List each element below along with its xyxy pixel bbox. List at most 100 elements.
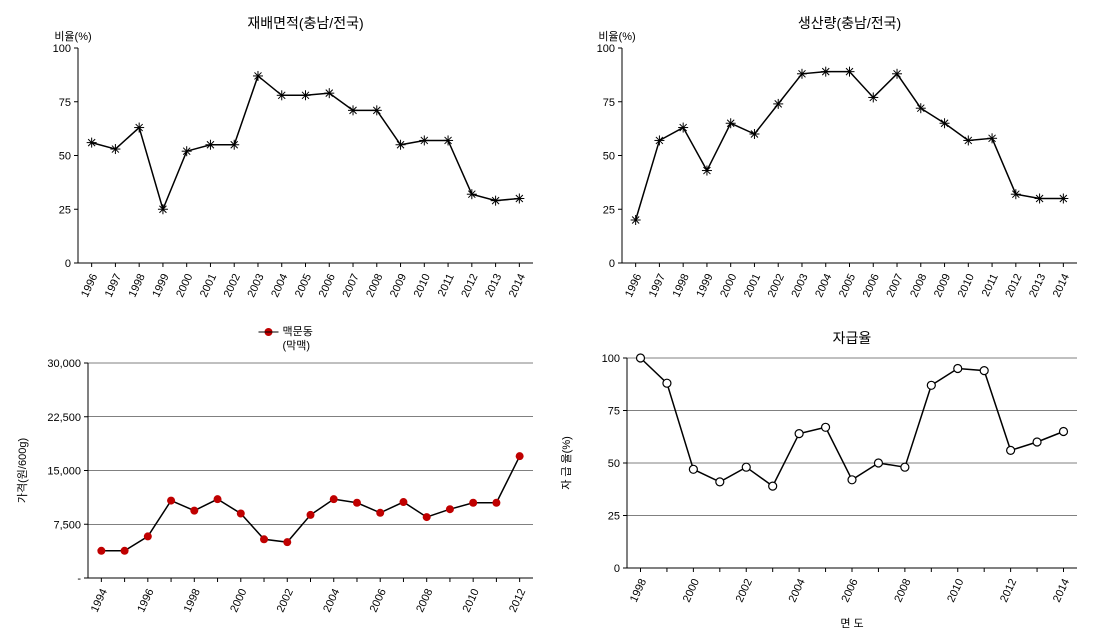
data-marker xyxy=(134,123,144,133)
x-tick-label: 2004 xyxy=(269,272,290,299)
x-tick-label: 2002 xyxy=(734,577,755,604)
y-tick-label: 15,000 xyxy=(47,466,81,478)
x-tick-label: 2009 xyxy=(932,272,953,299)
x-tick-label: 2003 xyxy=(789,272,810,299)
data-marker xyxy=(702,166,712,176)
data-marker xyxy=(716,478,724,486)
x-tick-label: 2000 xyxy=(228,587,249,614)
data-marker xyxy=(121,547,129,555)
data-marker xyxy=(892,69,902,79)
data-marker xyxy=(190,507,198,515)
x-tick-label: 2006 xyxy=(839,577,860,604)
y-tick-label: 7,500 xyxy=(53,519,81,531)
x-tick-label: 2005 xyxy=(837,272,858,299)
data-marker xyxy=(97,547,105,555)
legend-sublabel: (막맥) xyxy=(283,339,311,352)
x-tick-label: 2005 xyxy=(293,272,314,299)
x-tick-label: 2001 xyxy=(742,272,763,299)
x-tick-label: 1998 xyxy=(182,587,203,614)
data-line xyxy=(636,72,1064,220)
y-axis-label: 비율(%) xyxy=(598,30,635,43)
data-marker xyxy=(492,499,500,507)
y-tick-label: 100 xyxy=(53,43,71,55)
x-tick-label: 2014 xyxy=(1051,577,1072,604)
panel-production: 생산량(충남/전국)비율(%)0255075100199619971998199… xyxy=(552,8,1092,319)
data-marker xyxy=(182,146,192,156)
data-marker xyxy=(376,509,384,517)
y-tick-label: 25 xyxy=(608,511,620,523)
x-tick-label: 1997 xyxy=(647,272,668,299)
y-axis-label: 비율(%) xyxy=(54,30,91,43)
chart-self-sufficiency: 자급율자 급 율(%)면 도02550751001998200020022004… xyxy=(552,323,1092,633)
y-tick-label: 25 xyxy=(59,204,71,216)
x-tick-label: 2004 xyxy=(321,587,342,614)
y-tick-label: 0 xyxy=(614,563,620,575)
data-marker xyxy=(469,499,477,507)
x-tick-label: 2012 xyxy=(998,577,1019,604)
x-tick-label: 2001 xyxy=(198,272,219,299)
data-marker xyxy=(726,118,736,128)
data-marker xyxy=(848,476,856,484)
data-marker xyxy=(916,103,926,113)
x-tick-label: 2012 xyxy=(459,272,480,299)
x-tick-label: 2012 xyxy=(507,587,528,614)
x-tick-label: 2002 xyxy=(222,272,243,299)
data-marker xyxy=(514,194,524,204)
x-tick-label: 2008 xyxy=(908,272,929,299)
panel-price: 가격(원/600g)-7,50015,00022,50030,000199419… xyxy=(8,323,548,634)
data-marker xyxy=(144,532,152,540)
x-tick-label: 2000 xyxy=(174,272,195,299)
x-tick-label: 1999 xyxy=(694,272,715,299)
y-tick-label: 50 xyxy=(59,151,71,163)
data-marker xyxy=(307,511,315,519)
data-marker xyxy=(1033,438,1041,446)
y-tick-label: 100 xyxy=(602,353,620,365)
data-marker xyxy=(678,123,688,133)
x-tick-label: 2000 xyxy=(681,577,702,604)
data-marker xyxy=(423,513,431,521)
y-axis-label: 자 급 율(%) xyxy=(560,436,573,490)
x-tick-label: 2007 xyxy=(884,272,905,299)
data-marker xyxy=(229,140,239,150)
x-tick-label: 2006 xyxy=(368,587,389,614)
data-line xyxy=(641,358,1064,486)
x-tick-label: 2006 xyxy=(317,272,338,299)
chart-title: 재배면적(충남/전국) xyxy=(247,15,363,31)
data-marker xyxy=(167,497,175,505)
data-marker xyxy=(1058,194,1068,204)
data-marker xyxy=(443,135,453,145)
data-marker xyxy=(663,379,671,387)
x-tick-label: 2014 xyxy=(1051,272,1072,299)
x-tick-label: 2006 xyxy=(861,272,882,299)
data-marker xyxy=(516,452,524,460)
y-tick-label: 30,000 xyxy=(47,358,81,370)
y-tick-label: 0 xyxy=(65,258,71,270)
data-marker xyxy=(1011,189,1021,199)
x-tick-label: 1997 xyxy=(103,272,124,299)
y-tick-label: 0 xyxy=(609,258,615,270)
data-marker xyxy=(637,354,645,362)
data-marker xyxy=(631,215,641,225)
chart-production: 생산량(충남/전국)비율(%)0255075100199619971998199… xyxy=(552,8,1092,318)
data-marker xyxy=(277,90,287,100)
x-tick-label: 1998 xyxy=(628,577,649,604)
data-marker xyxy=(396,140,406,150)
chart-price: 가격(원/600g)-7,50015,00022,50030,000199419… xyxy=(8,323,548,633)
data-marker xyxy=(927,381,935,389)
chart-grid: 재배면적(충남/전국)비율(%)025507510019961997199819… xyxy=(8,8,1089,634)
data-marker xyxy=(87,138,97,148)
x-tick-label: 2002 xyxy=(275,587,296,614)
y-tick-label: 100 xyxy=(597,43,615,55)
data-marker xyxy=(963,135,973,145)
x-tick-label: 2000 xyxy=(718,272,739,299)
x-tick-label: 2010 xyxy=(461,587,482,614)
data-marker xyxy=(253,71,263,81)
data-marker xyxy=(205,140,215,150)
x-tick-label: 1998 xyxy=(671,272,692,299)
x-tick-label: 2004 xyxy=(787,577,808,604)
x-tick-label: 1996 xyxy=(623,272,644,299)
x-axis-label: 면 도 xyxy=(840,617,863,630)
data-marker xyxy=(901,463,909,471)
data-marker xyxy=(980,367,988,375)
chart-title: 자급율 xyxy=(833,330,872,346)
